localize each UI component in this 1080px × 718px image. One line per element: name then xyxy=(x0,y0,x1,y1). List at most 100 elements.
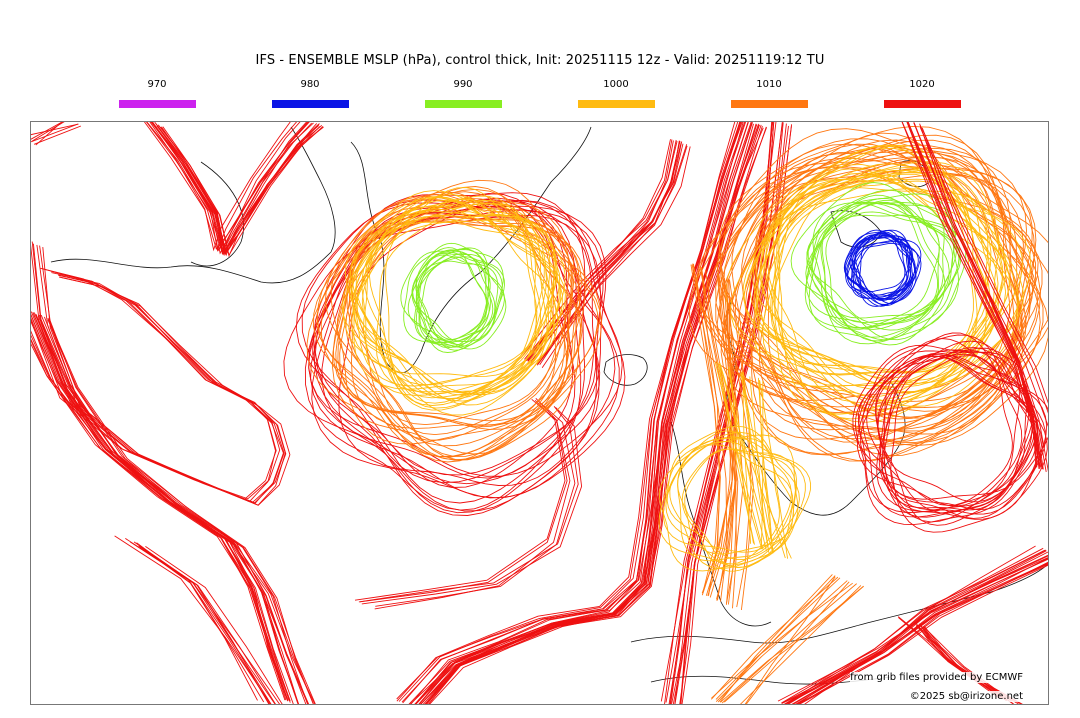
isobar-1000 xyxy=(352,190,556,406)
isobar-1000 xyxy=(663,425,800,553)
isobar-1020 xyxy=(374,398,571,610)
isobar-contours xyxy=(31,122,1048,704)
isobar-1010 xyxy=(740,585,862,704)
legend-label: 980 xyxy=(300,79,320,90)
isobar-1000 xyxy=(361,204,563,396)
isobar-1000 xyxy=(369,194,566,395)
legend-color-bar xyxy=(118,100,196,108)
isobar-1020 xyxy=(151,122,298,252)
isobar-1000 xyxy=(760,380,764,548)
isobar-1020 xyxy=(43,316,288,699)
isobar-1010 xyxy=(719,157,1033,417)
isobar-980 xyxy=(847,242,912,305)
isobar-1000 xyxy=(677,430,792,562)
isobar-1020 xyxy=(152,123,320,254)
isobar-1020 xyxy=(151,122,321,254)
isobar-1020 xyxy=(31,274,281,500)
isobar-1000 xyxy=(659,444,794,572)
isobar-1000 xyxy=(771,144,999,386)
isobar-1000 xyxy=(684,448,798,568)
isobar-1010 xyxy=(316,220,582,447)
isobar-1020 xyxy=(915,625,1007,701)
isobar-1020 xyxy=(31,123,78,143)
legend-color-bar xyxy=(730,100,808,108)
isobar-1020 xyxy=(145,546,283,704)
isobar-990 xyxy=(790,202,945,330)
isobar-980 xyxy=(845,234,908,307)
isobar-1020 xyxy=(536,142,682,365)
isobar-1000 xyxy=(762,173,1019,407)
isobar-1010 xyxy=(330,194,581,445)
isobar-map xyxy=(31,122,1048,704)
isobar-1010 xyxy=(337,188,599,422)
isobar-1020 xyxy=(133,541,276,704)
isobar-1000 xyxy=(765,163,990,415)
legend-color-bar xyxy=(577,100,655,108)
isobar-1020 xyxy=(858,350,1029,514)
isobar-1020 xyxy=(913,122,1048,472)
isobar-1010 xyxy=(306,207,567,461)
isobar-1000 xyxy=(351,202,554,406)
isobar-1020 xyxy=(31,339,291,703)
isobar-1010 xyxy=(331,186,570,455)
isobar-1020 xyxy=(308,209,600,512)
isobar-1020 xyxy=(36,244,291,506)
isobar-1020 xyxy=(680,122,773,704)
isobar-1020 xyxy=(47,317,308,704)
isobar-1020 xyxy=(125,538,271,704)
isobar-1020 xyxy=(804,545,1036,704)
legend-item-990: 990 xyxy=(424,78,502,108)
isobar-980 xyxy=(855,239,917,304)
isobar-1020 xyxy=(156,122,308,254)
isobar-1020 xyxy=(35,314,288,700)
isobar-980 xyxy=(846,232,906,300)
isobar-1000 xyxy=(742,166,991,385)
legend-item-1000: 1000 xyxy=(577,78,655,108)
isobar-1000 xyxy=(742,372,752,544)
isobar-1020 xyxy=(31,123,79,136)
isobar-1020 xyxy=(783,547,1044,704)
isobar-990 xyxy=(807,203,940,329)
isobar-990 xyxy=(419,253,496,347)
isobar-990 xyxy=(808,199,946,346)
isobar-1000 xyxy=(363,198,566,377)
legend-item-1010: 1010 xyxy=(730,78,808,108)
isobar-1020 xyxy=(31,330,291,702)
isobar-1000 xyxy=(669,440,806,569)
isobar-990 xyxy=(804,202,939,341)
legend-item-970: 970 xyxy=(118,78,196,108)
isobar-1000 xyxy=(665,437,780,565)
legend-color-bar xyxy=(424,100,502,108)
isobar-1020 xyxy=(898,617,1014,704)
isobar-1010 xyxy=(745,581,850,704)
isobar-1010 xyxy=(719,574,833,703)
isobar-1000 xyxy=(760,168,1024,384)
isobar-1020 xyxy=(855,355,1036,526)
isobar-1020 xyxy=(40,314,299,704)
isobar-1000 xyxy=(352,199,542,393)
legend-label: 1000 xyxy=(603,79,629,90)
isobar-1020 xyxy=(921,127,1048,404)
isobar-1020 xyxy=(883,340,1047,510)
isobar-1020 xyxy=(525,145,688,360)
isobar-1020 xyxy=(418,122,736,704)
isobar-1020 xyxy=(524,143,684,360)
copyright-credit: ©2025 sb@irizone.net xyxy=(909,691,1023,702)
isobar-1000 xyxy=(742,372,774,553)
isobar-1010 xyxy=(751,132,1031,432)
isobar-1020 xyxy=(781,549,1046,704)
isobar-1020 xyxy=(114,535,272,704)
isobar-990 xyxy=(806,201,956,325)
isobar-1020 xyxy=(527,141,681,362)
isobar-1010 xyxy=(721,583,857,704)
isobar-1010 xyxy=(325,195,575,441)
isobar-1020 xyxy=(41,247,284,504)
isobar-1020 xyxy=(39,315,299,704)
isobar-1010 xyxy=(339,199,583,426)
isobar-1000 xyxy=(385,187,560,399)
isobar-1020 xyxy=(162,122,301,255)
legend-item-1020: 1020 xyxy=(883,78,961,108)
isobar-1020 xyxy=(138,545,276,704)
legend-label: 970 xyxy=(147,79,167,90)
legend-label: 1010 xyxy=(756,79,782,90)
